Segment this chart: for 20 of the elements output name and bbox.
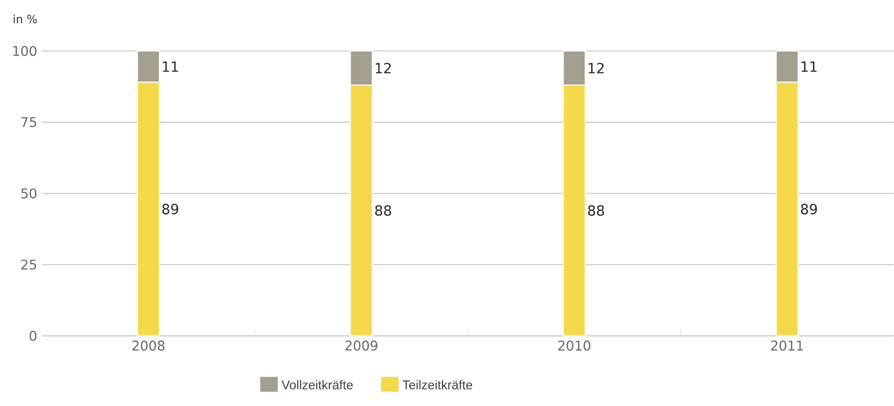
y-tick-label: 25 [21, 260, 36, 270]
legend-label: Teilzeitkräfte [402, 380, 472, 390]
data-label: 88 [588, 205, 604, 216]
y-tick-label: 0 [30, 330, 36, 341]
data-label: 12 [376, 62, 391, 74]
y-tick-label: 75 [21, 117, 36, 128]
x-tick-label: 2010 [558, 340, 590, 351]
x-tick-label: 2011 [771, 340, 803, 351]
data-label: 89 [162, 204, 178, 214]
data-label: 12 [588, 62, 604, 74]
data-label: 11 [162, 62, 178, 72]
y-tick-label: 50 [21, 188, 36, 199]
data-label: 11 [802, 62, 817, 72]
x-tick-label: 2008 [132, 340, 164, 351]
legend-label: Vollzeitkräfte [282, 380, 353, 390]
x-tick-label: 2009 [345, 340, 378, 351]
data-label: 89 [801, 204, 817, 214]
y-axis-title: in % [14, 14, 37, 24]
data-label: 88 [375, 205, 392, 216]
y-tick-label: 100 [13, 46, 36, 56]
